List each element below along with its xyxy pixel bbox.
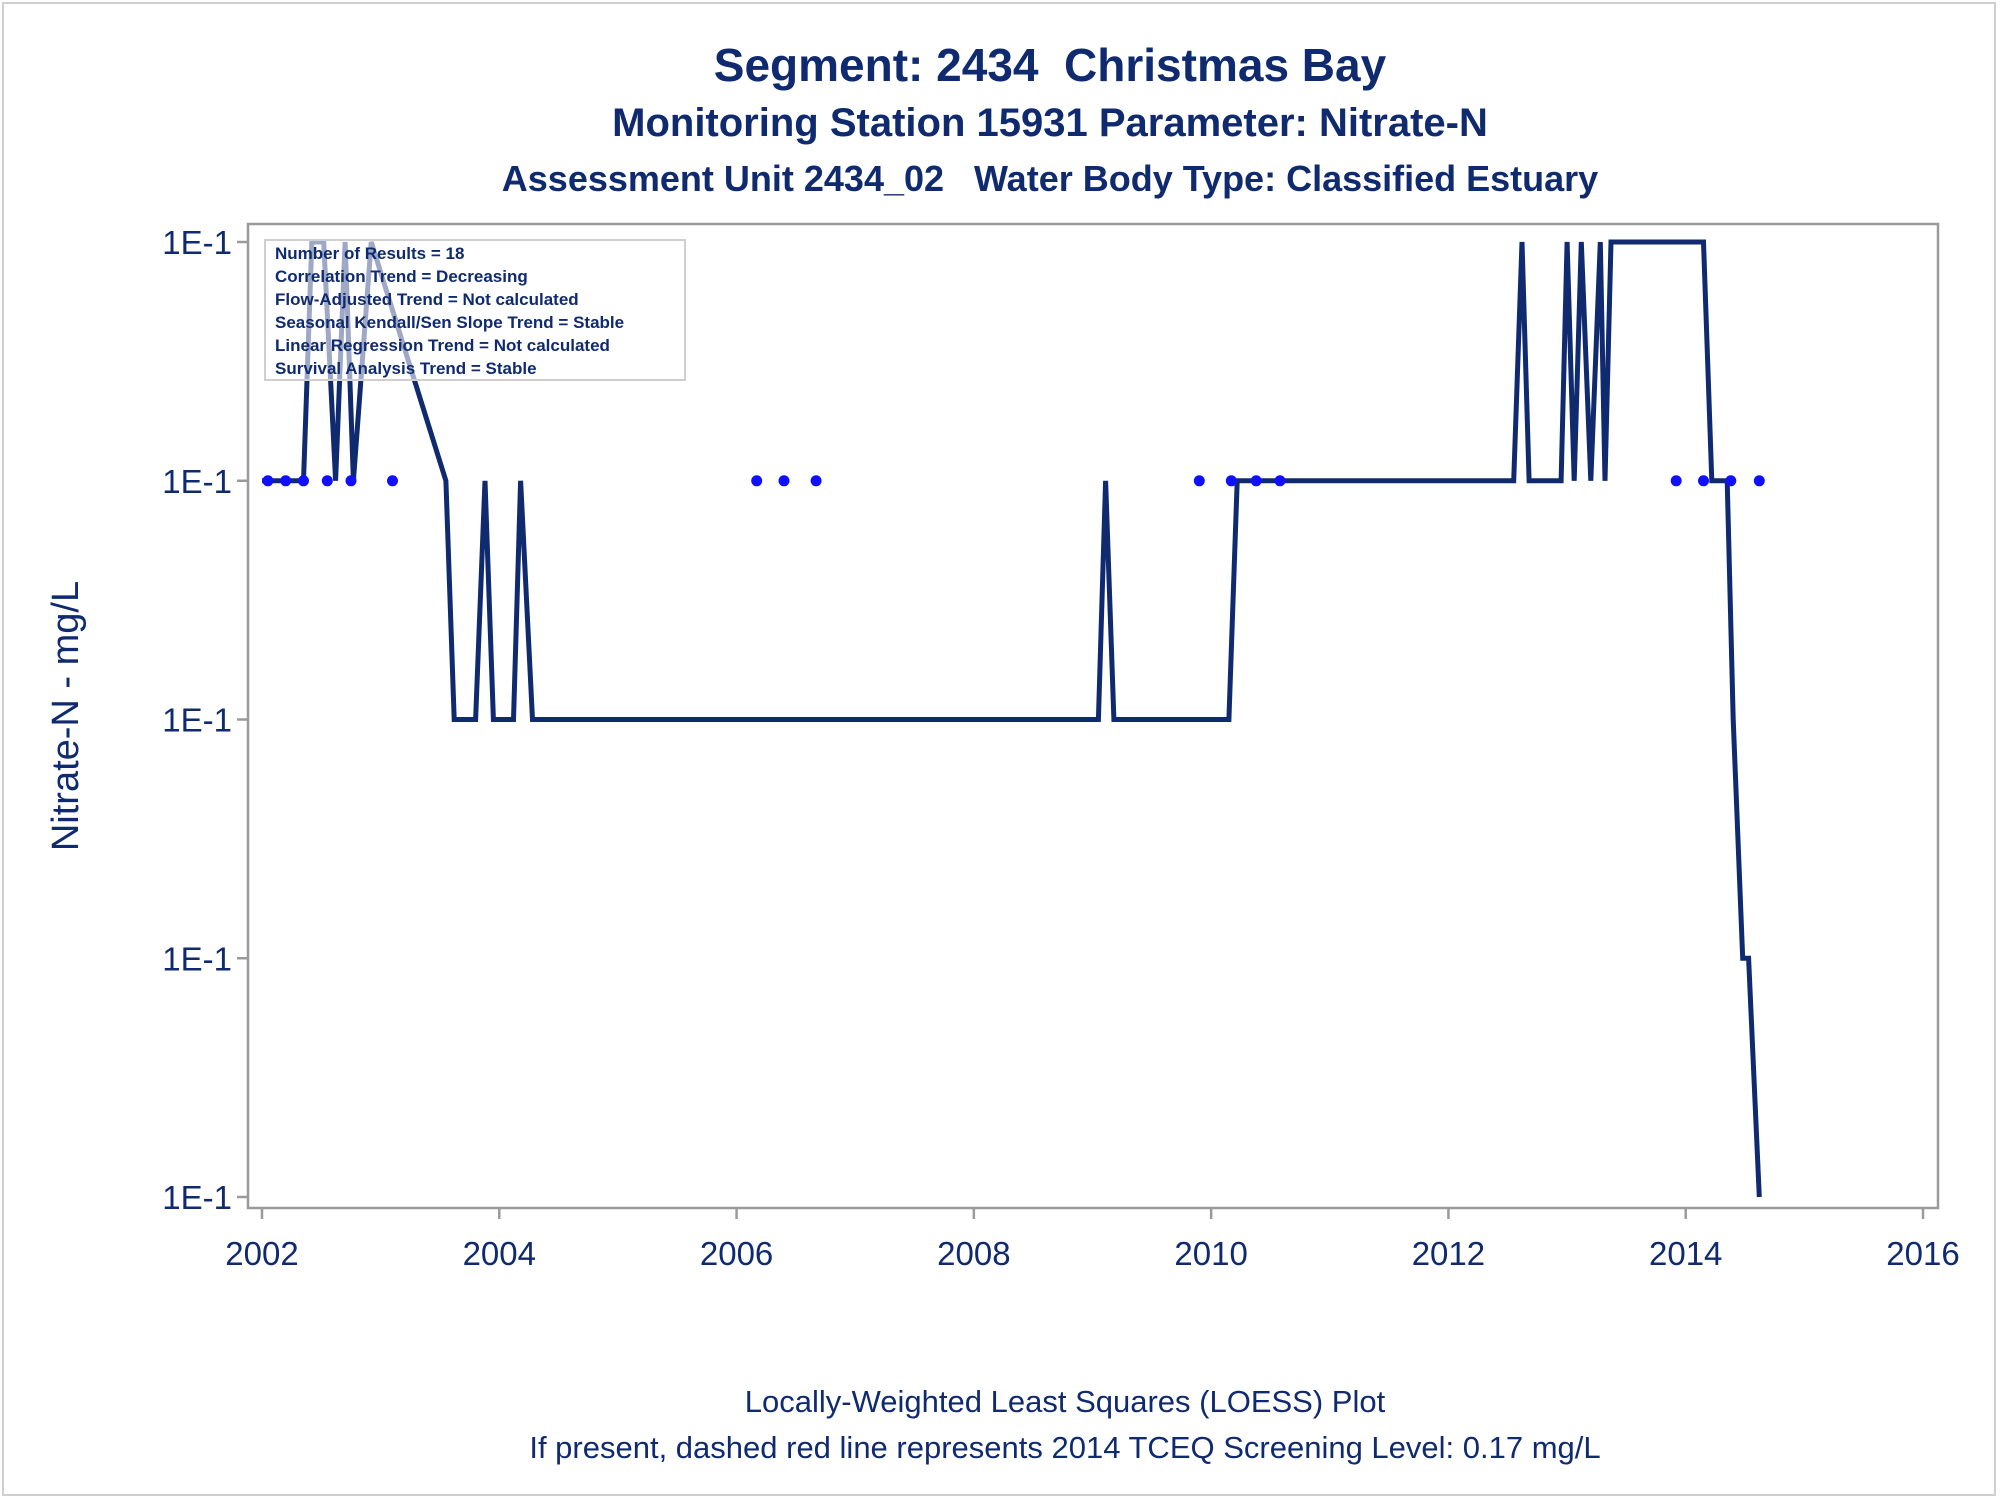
plot-area [246,222,1940,1210]
x-axis: 2002 2004 2006 2008 2010 2012 2014 2016 [225,1208,1960,1272]
data-point [387,475,398,487]
data-point [1193,475,1205,487]
x-tick-label: 2014 [1649,1235,1722,1272]
data-point [298,475,309,487]
x-tick-label: 2004 [463,1235,536,1272]
y-axis: 1E-1 1E-1 1E-1 1E-1 1E-1 [162,224,248,1216]
chart-subtitle-station: Monitoring Station 15931 Parameter: Nitr… [612,101,1488,145]
stats-box: Number of Results = 18 Correlation Trend… [264,239,686,381]
footnote-loess: Locally-Weighted Least Squares (LOESS) P… [744,1384,1386,1419]
data-point [778,475,790,487]
series-group [262,239,1765,1198]
y-axis-label: Nitrate-N - mg/L [45,581,87,851]
y-tick-label: 1E-1 [162,702,232,739]
stats-seasonal-kendall: Seasonal Kendall/Sen Slope Trend = Stabl… [275,313,624,332]
data-point [1725,475,1737,487]
data-point [810,475,822,487]
stats-correlation: Correlation Trend = Decreasing [275,267,528,286]
data-point [321,475,333,487]
data-point [1698,475,1709,487]
y-tick-label: 1E-1 [162,224,232,261]
stats-linear-regression: Linear Regression Trend = Not calculated [275,336,610,355]
data-point [1250,475,1262,487]
data-point [1670,475,1682,487]
chart-subtitle-assessment: Assessment Unit 2434_02 Water Body Type:… [501,158,1599,199]
data-point [751,475,763,487]
data-point [345,475,357,487]
stats-results: Number of Results = 18 [275,244,464,263]
data-point [1274,475,1286,487]
data-point [1753,475,1765,487]
y-tick-label: 1E-1 [162,1179,232,1216]
y-tick-label: 1E-1 [162,940,232,977]
x-tick-label: 2012 [1412,1235,1485,1272]
data-point [280,475,292,487]
data-point [262,475,274,487]
stats-survival-analysis: Survival Analysis Trend = Stable [275,359,537,378]
loess-line [262,239,1762,1198]
x-tick-label: 2006 [700,1235,773,1272]
footnote-screening-level: If present, dashed red line represents 2… [529,1430,1601,1465]
stats-box-frame [264,239,686,381]
chart-title: Segment: 2434 Christmas Bay [713,39,1387,91]
x-tick-label: 2002 [225,1235,298,1272]
stats-flow-adjusted: Flow-Adjusted Trend = Not calculated [275,290,579,309]
x-tick-label: 2016 [1886,1235,1959,1272]
data-point [1225,475,1237,487]
x-tick-label: 2010 [1174,1235,1247,1272]
y-tick-label: 1E-1 [162,463,232,500]
x-tick-label: 2008 [937,1235,1010,1272]
